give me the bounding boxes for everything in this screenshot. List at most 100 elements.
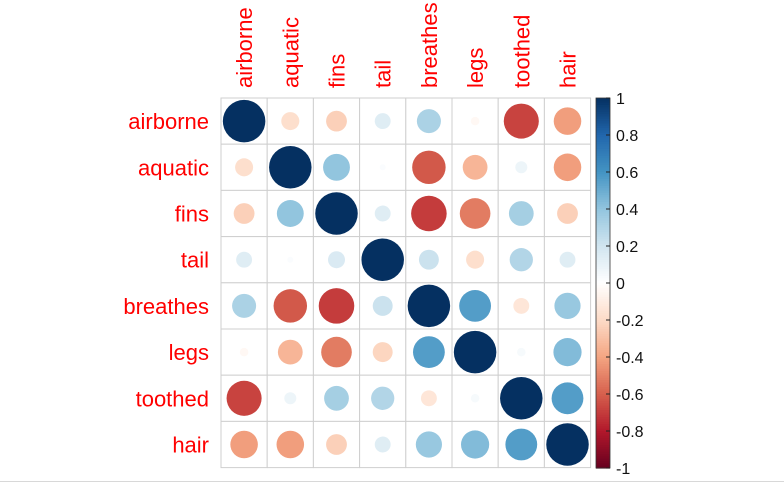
corr-circle-tail-airborne (236, 251, 253, 268)
legend-gradient-step (596, 287, 610, 291)
legend-gradient-step (596, 389, 610, 393)
corr-circle-aquatic-legs (462, 154, 488, 180)
legend-gradient-step (596, 465, 610, 469)
legend-gradient-step (596, 350, 610, 353)
legend-tick-label: -0.2 (616, 313, 644, 330)
corr-circle-tail-breathes (418, 249, 439, 270)
corr-circle-hair-airborne (230, 430, 258, 459)
legend-gradient-step (596, 336, 610, 340)
legend-gradient-step (596, 400, 610, 404)
legend-gradient-step (596, 442, 610, 446)
grid-cell (451, 189, 499, 238)
legend-gradient-step (596, 387, 610, 390)
corr-circle-aquatic-airborne (235, 158, 254, 177)
corr-circle-fins-breathes (411, 195, 447, 232)
legend-gradient-step (596, 111, 610, 115)
legend-gradient-step (596, 264, 610, 268)
legend-gradient-step (596, 211, 610, 215)
color-legend: 1 0.8 0.6 0.4 0.2 0 -0.2 -0.4 -0.6 -0.8 -1 (595, 91, 644, 478)
legend-gradient-step (596, 340, 610, 344)
legend-gradient-step (596, 102, 610, 106)
legend-gradient-step (596, 236, 610, 240)
corr-circle-hair-tail (374, 436, 391, 453)
corr-circle-legs-fins (321, 336, 352, 368)
legend-tick-label: -0.6 (616, 387, 644, 404)
legend-gradient-step (596, 204, 610, 208)
legend-gradient-step (596, 241, 610, 245)
legend-gradient-step (596, 199, 610, 203)
legend-gradient-step (596, 165, 610, 168)
legend-gradient-step (596, 176, 610, 180)
legend-gradient-step (596, 178, 610, 182)
corr-circle-toothed-aquatic (284, 392, 297, 405)
corr-circle-legs-tail (372, 342, 393, 363)
legend-gradient-step (596, 227, 610, 231)
legend-gradient-step (596, 449, 610, 453)
legend-gradient-step (596, 324, 610, 328)
corr-circle-hair-legs (461, 430, 490, 459)
corr-circle-aquatic-hair (553, 153, 582, 182)
legend-gradient-step (596, 250, 610, 254)
legend-gradient-step (596, 220, 610, 224)
legend-gradient-step (596, 458, 610, 462)
legend-gradient-step (596, 428, 610, 432)
corr-circle-fins-aquatic (276, 200, 304, 227)
legend-gradient-step (596, 343, 610, 347)
column-label-fins: fins (325, 54, 350, 88)
corr-circle-breathes-breathes (407, 284, 451, 328)
legend-gradient-step (596, 153, 610, 157)
legend-gradient-step (596, 104, 610, 108)
legend-gradient-step (596, 167, 610, 171)
corr-circle-toothed-fins (324, 385, 349, 411)
column-label-breathes: breathes (417, 2, 442, 88)
corr-circle-airborne-aquatic (281, 112, 300, 131)
corr-circle-airborne-legs (470, 116, 480, 126)
corr-circle-legs-breathes (412, 336, 445, 369)
legend-gradient-step (596, 410, 610, 414)
legend-gradient-step (596, 215, 610, 219)
corr-circle-aquatic-toothed (515, 161, 528, 174)
legend-gradient-step (596, 359, 610, 363)
legend-gradient-step (596, 414, 610, 418)
legend-gradient-step (596, 463, 610, 467)
legend-gradient-step (596, 461, 610, 464)
legend-gradient-step (596, 155, 610, 159)
legend-gradient-step (596, 419, 610, 423)
legend-gradient-step (596, 169, 610, 173)
corr-circle-breathes-tail (372, 295, 393, 316)
legend-gradient-step (596, 384, 610, 388)
legend-gradient-step (596, 160, 610, 164)
column-label-hair: hair (556, 51, 581, 88)
legend-gradient-step (596, 109, 610, 113)
legend-gradient-step (596, 144, 610, 148)
legend-gradient-step (596, 148, 610, 152)
column-label-toothed: toothed (509, 15, 534, 88)
legend-gradient-step (596, 424, 610, 427)
legend-gradient-step (596, 116, 610, 120)
legend-gradient-step (596, 398, 610, 402)
corr-circle-breathes-fins (318, 288, 355, 324)
corr-circle-legs-aquatic (277, 339, 303, 365)
legend-gradient-step (596, 294, 610, 298)
legend-gradient-step (596, 130, 610, 134)
legend-gradient-step (596, 141, 610, 145)
legend-gradient-step (596, 222, 610, 226)
legend-gradient-step (596, 114, 610, 118)
grid-cell (543, 97, 592, 145)
corr-circle-fins-airborne (233, 203, 255, 224)
column-labels: airborne aquatic fins tail breathes legs tooth… (232, 2, 580, 88)
legend-gradient-step (596, 255, 610, 259)
corr-circle-aquatic-tail (379, 164, 386, 171)
corr-circle-toothed-hair (551, 382, 584, 415)
row-label-tail: tail (181, 248, 209, 273)
legend-gradient-step (596, 225, 610, 229)
legend-gradient-step (596, 197, 610, 201)
legend-gradient-step (596, 218, 610, 222)
legend-gradient-step (596, 121, 610, 125)
corr-circle-airborne-toothed (503, 103, 539, 139)
legend-gradient-step (596, 407, 610, 411)
legend-gradient-step (596, 128, 610, 131)
legend-gradient-step (596, 310, 610, 314)
legend-gradient-step (596, 377, 610, 381)
legend-gradient-step (596, 426, 610, 430)
